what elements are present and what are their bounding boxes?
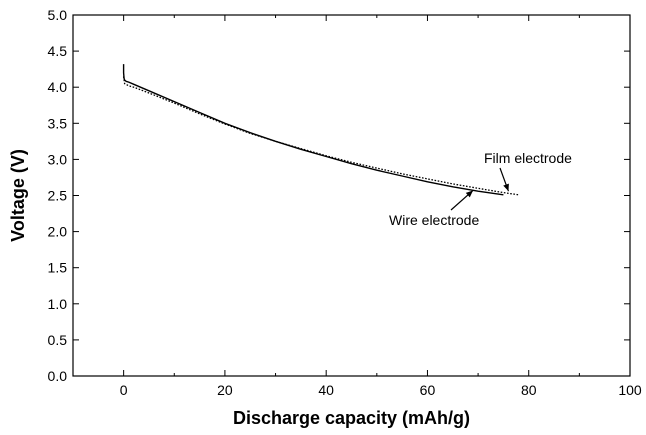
y-tick-label: 1.5	[48, 260, 68, 276]
series-film-electrode	[122, 76, 519, 196]
x-tick-label: 40	[318, 382, 334, 398]
annotation-film-electrode: Film electrode	[484, 150, 572, 166]
y-tick-label: 2.0	[48, 224, 68, 240]
x-tick-label: 60	[420, 382, 436, 398]
film-arrow-head	[503, 183, 509, 192]
y-tick-label: 2.5	[48, 188, 68, 204]
y-tick-label: 4.5	[48, 43, 68, 59]
x-tick-label: 20	[217, 382, 233, 398]
x-tick-label: 80	[521, 382, 537, 398]
y-tick-label: 5.0	[48, 7, 68, 23]
y-tick-label: 0.0	[48, 368, 68, 384]
plot-frame	[72, 14, 631, 377]
x-axis-ticks: 0 20 40 60 80 100	[72, 15, 642, 398]
y-tick-label: 0.5	[48, 332, 68, 348]
x-tick-label: 100	[618, 382, 642, 398]
annotation-arrows	[450, 167, 510, 211]
series-layer	[122, 64, 519, 196]
y-tick-label: 3.5	[48, 115, 68, 131]
y-axis-title: Voltage (V)	[8, 149, 28, 242]
y-tick-label: 3.0	[48, 151, 68, 167]
y-tick-label: 4.0	[48, 79, 68, 95]
x-axis-title: Discharge capacity (mAh/g)	[233, 408, 470, 428]
y-tick-label: 1.0	[48, 296, 68, 312]
annotation-wire-electrode: Wire electrode	[389, 212, 479, 228]
x-tick-label: 0	[120, 382, 128, 398]
y-axis-ticks: 0.0 0.5 1.0 1.5 2.0 2.5 3.0 3.5 4.0 4.5 5.0	[48, 7, 630, 384]
wire-arrow-head	[465, 190, 474, 198]
series-wire-electrode	[122, 64, 504, 196]
